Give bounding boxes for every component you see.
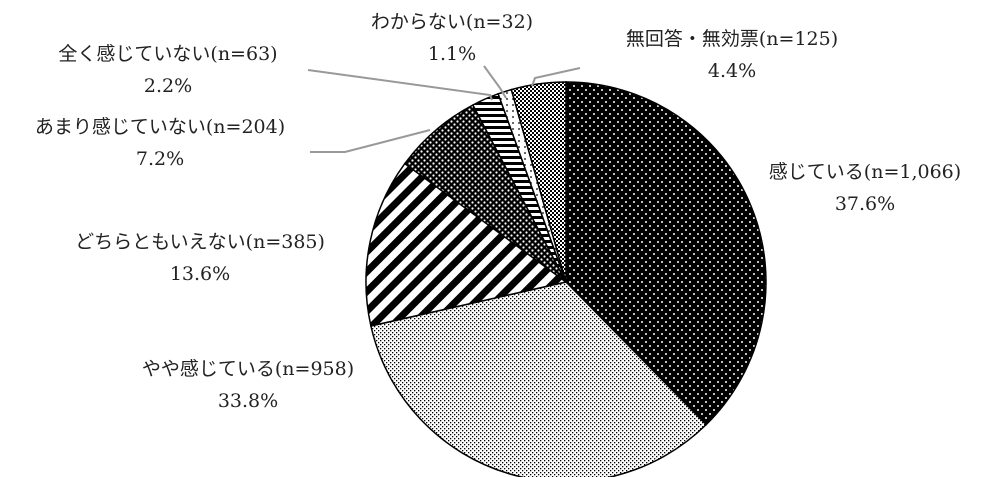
slice-labels: 感じている(n=1,066) 37.6% やや感じている(n=958) 33.8% どち… bbox=[35, 11, 961, 412]
pie-slices bbox=[365, 81, 767, 477]
slice-label-5: 全く感じていない(n=63) bbox=[58, 43, 277, 65]
slice-percent-2: 33.8% bbox=[218, 390, 278, 412]
slice-label-1: 感じている(n=1,066) bbox=[769, 161, 961, 183]
slice-percent-6: 1.1% bbox=[428, 43, 476, 65]
slice-label-4: あまり感じていない(n=204) bbox=[35, 116, 285, 138]
slice-percent-1: 37.6% bbox=[835, 193, 895, 215]
slice-label-3: どちらともいえない(n=385) bbox=[75, 231, 325, 253]
pie-slice-3 bbox=[365, 162, 568, 327]
slice-label-2: やや感じている(n=958) bbox=[142, 358, 354, 380]
slice-percent-7: 4.4% bbox=[708, 60, 756, 82]
slice-percent-4: 7.2% bbox=[136, 148, 184, 170]
pie-slice-7 bbox=[510, 81, 567, 283]
slice-label-7: 無回答・無効票(n=125) bbox=[626, 28, 838, 50]
slice-percent-5: 2.2% bbox=[144, 75, 192, 97]
pie-slice-2 bbox=[370, 281, 708, 477]
slice-label-6: わからない(n=32) bbox=[371, 11, 533, 33]
slice-percent-3: 13.6% bbox=[170, 263, 230, 285]
pie-slice-1 bbox=[565, 81, 767, 426]
leader-line-7 bbox=[531, 67, 581, 87]
leader-lines bbox=[307, 65, 581, 153]
leader-line-4 bbox=[310, 129, 431, 153]
leader-line-6 bbox=[483, 65, 507, 99]
leader-line-5 bbox=[307, 69, 493, 101]
